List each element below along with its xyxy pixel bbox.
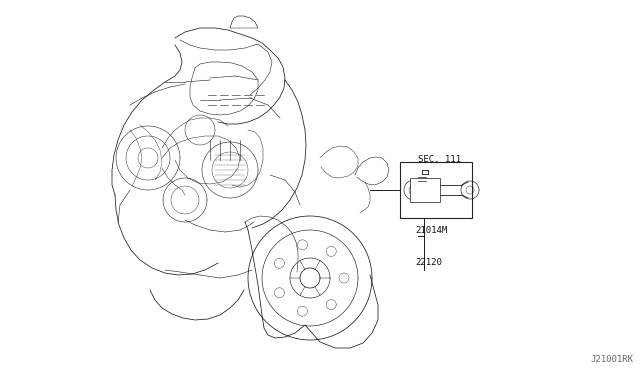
Bar [410, 178, 440, 202]
Text: 22120: 22120 [415, 258, 442, 267]
Bar [400, 162, 472, 218]
Text: 21014M: 21014M [415, 226, 447, 235]
Text: J21001RK: J21001RK [590, 355, 633, 364]
Text: SEC. 111: SEC. 111 [418, 155, 461, 164]
